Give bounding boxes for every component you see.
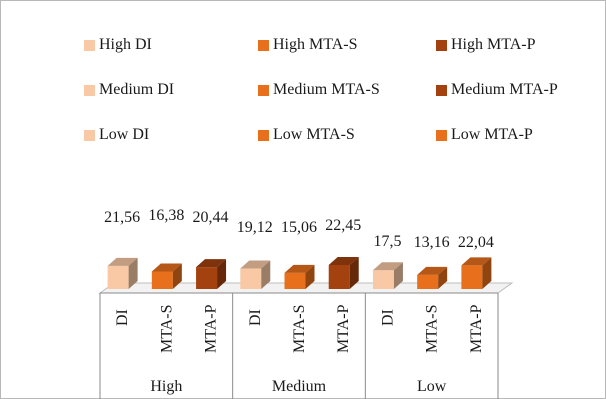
legend-item: Medium MTA-P	[436, 81, 558, 99]
category-label: DI	[247, 309, 264, 326]
legend-label: Medium DI	[99, 81, 175, 98]
legend-swatch	[258, 39, 269, 51]
legend-item: High MTA-P	[436, 36, 536, 54]
legend-swatch	[436, 84, 447, 96]
category-label: MTA-P	[335, 304, 352, 353]
group-label: High	[150, 378, 182, 395]
chart-legend: High DI High MTA-S High MTA-P Medium DI …	[0, 0, 606, 160]
bar	[107, 265, 129, 289]
category-label: MTA-S	[291, 305, 308, 354]
legend-item: Low DI	[84, 126, 149, 144]
bar-top	[461, 257, 492, 266]
bar-side	[438, 266, 448, 289]
bar-top	[196, 259, 227, 268]
bar-side	[349, 256, 359, 289]
bar-top	[328, 256, 359, 265]
bar-top	[151, 263, 182, 272]
bar	[284, 272, 306, 289]
category-label: MTA-P	[468, 304, 485, 353]
bar-top	[417, 266, 448, 275]
data-label: 20,44	[193, 209, 229, 226]
category-label: MTA-S	[158, 305, 175, 354]
legend-label: High DI	[99, 36, 152, 53]
bar	[372, 270, 394, 289]
legend-swatch	[84, 129, 95, 141]
group-label: Medium	[272, 378, 327, 395]
legend-swatch	[258, 129, 269, 141]
legend-swatch	[436, 39, 447, 51]
legend-label: Low MTA-S	[273, 126, 355, 143]
bar-top	[240, 260, 271, 269]
legend-item: Medium MTA-S	[258, 81, 380, 99]
data-label: 22,04	[458, 234, 494, 251]
data-label: 13,16	[414, 234, 450, 251]
legend-item: Medium DI	[84, 81, 174, 99]
legend-label: High MTA-S	[273, 36, 358, 53]
legend-swatch	[84, 39, 95, 51]
legend-label: Medium MTA-P	[451, 81, 558, 98]
data-label: 17,5	[373, 233, 401, 250]
legend-swatch	[258, 84, 269, 96]
bar	[240, 268, 262, 289]
bar-side	[172, 263, 182, 289]
legend-swatch	[436, 129, 447, 141]
data-label: 21,56	[104, 209, 140, 226]
bar-side	[305, 264, 315, 289]
bar	[151, 271, 173, 289]
legend-label: Low MTA-P	[451, 126, 533, 143]
bar-top	[284, 264, 315, 273]
category-label: DI	[114, 309, 131, 326]
bar	[328, 264, 350, 289]
category-label: DI	[379, 309, 396, 326]
bar-side	[128, 257, 138, 289]
group-label: Low	[417, 378, 447, 395]
bar-side	[482, 257, 492, 289]
category-label: MTA-S	[424, 305, 441, 354]
bar-top	[107, 257, 138, 266]
legend-item: Low MTA-S	[258, 126, 355, 144]
legend-label: Medium MTA-S	[273, 81, 380, 98]
bar-side	[261, 260, 271, 289]
bar-side	[217, 259, 227, 289]
data-label: 19,12	[237, 219, 273, 236]
legend-item: Low MTA-P	[436, 126, 533, 144]
legend-swatch	[84, 84, 95, 96]
category-label: MTA-P	[203, 304, 220, 353]
bar	[461, 265, 483, 289]
data-label: 15,06	[281, 219, 317, 236]
data-label: 22,45	[325, 217, 361, 234]
legend-label: Low DI	[99, 126, 150, 143]
legend-item: High DI	[84, 36, 152, 54]
bar	[417, 274, 439, 289]
data-label: 16,38	[148, 207, 184, 224]
bar-side	[393, 262, 403, 289]
legend-label: High MTA-P	[451, 36, 536, 53]
bar-top	[372, 262, 403, 271]
bar	[196, 267, 218, 289]
legend-item: High MTA-S	[258, 36, 358, 54]
